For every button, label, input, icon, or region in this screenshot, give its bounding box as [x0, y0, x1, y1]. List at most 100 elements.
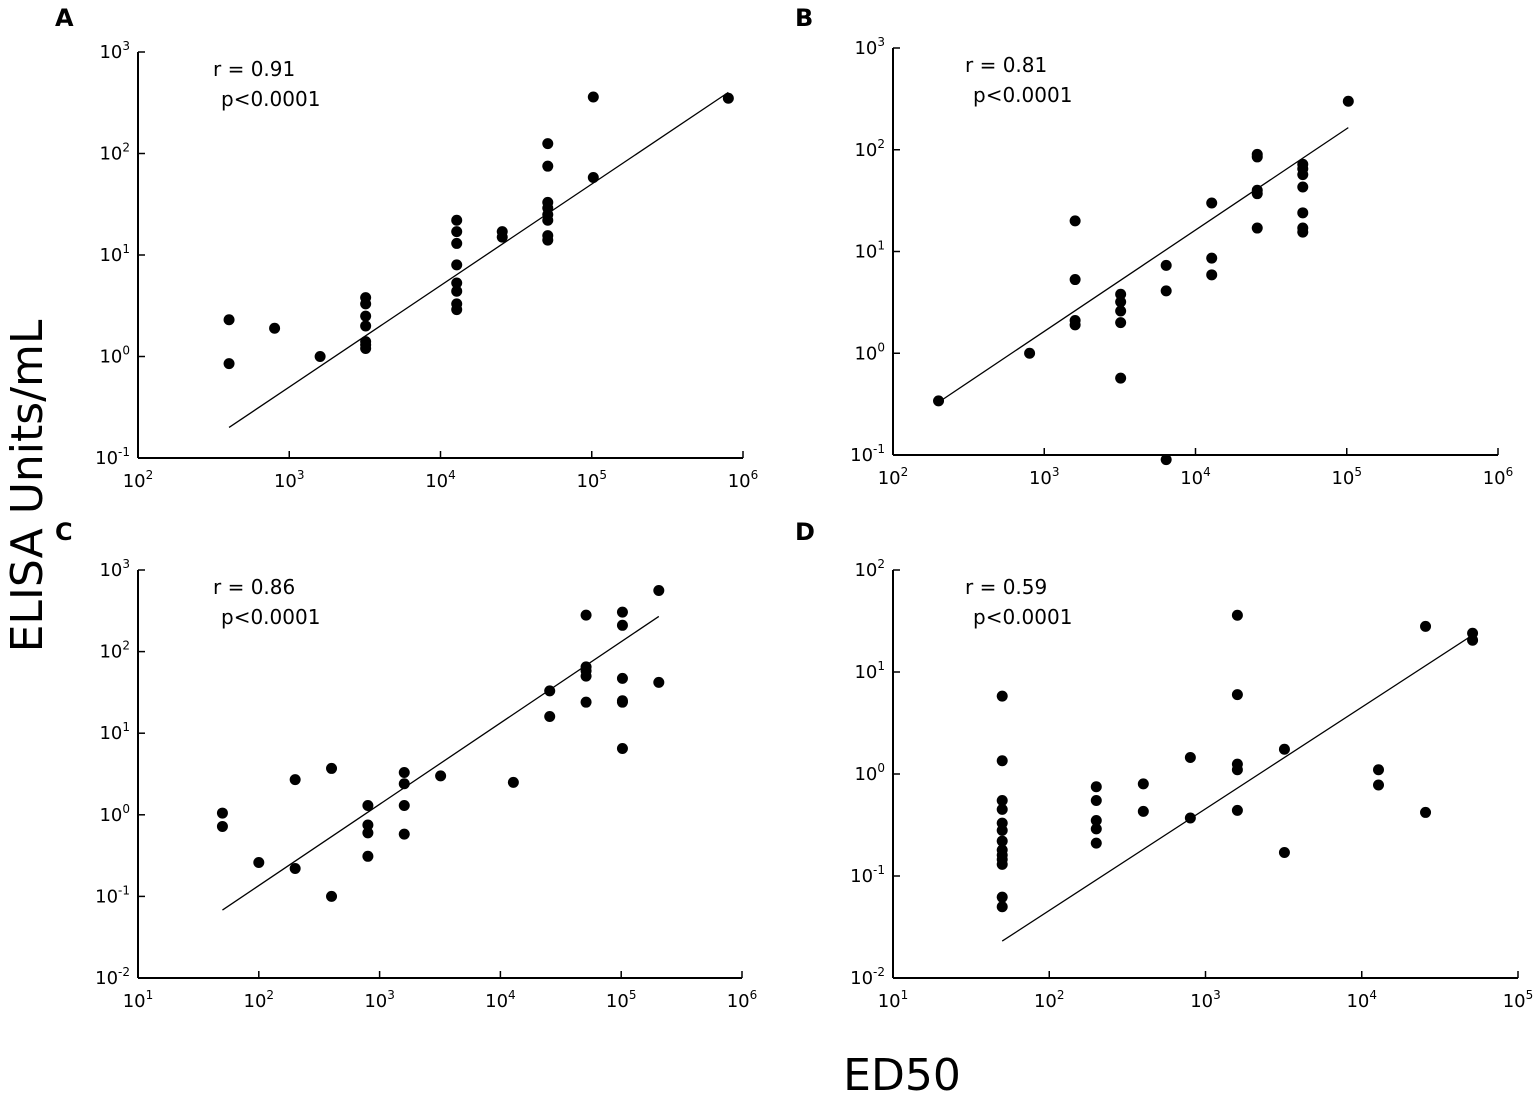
panel-b-regression-line [938, 127, 1349, 403]
panel-c-data-point [580, 696, 592, 708]
panel-b-data-point [1069, 274, 1081, 286]
panel-c-data-point [616, 742, 628, 754]
panel-d-data-point [1231, 609, 1243, 621]
panel-c-data-point [216, 820, 228, 832]
panel-c-data-point [398, 778, 410, 790]
panel-a-data-point [542, 214, 554, 226]
panel-a-y-tick-label: 10-1 [95, 445, 130, 469]
panel-c-y-tick-label: 103 [99, 557, 130, 581]
panel-c-x-tick-label: 102 [244, 988, 275, 1012]
panel-d-data-point [1090, 794, 1102, 806]
panel-b-data-point [1342, 95, 1354, 107]
panel-d-data-point [1090, 823, 1102, 835]
panel-d-data-point [996, 690, 1008, 702]
panel-d-data-point [1184, 812, 1196, 824]
panel-a-data-point [360, 320, 372, 332]
panel-d-y-tick-label: 10-1 [850, 863, 885, 887]
panel-b-x-tick-label: 104 [1180, 465, 1211, 489]
panel-a-data-point [451, 237, 463, 249]
panel-b-data-point [1251, 188, 1263, 200]
panel-c-data-point [362, 800, 374, 812]
panel-b-x-tick-label: 105 [1331, 465, 1362, 489]
panel-a-x-tick-label: 106 [728, 468, 759, 492]
panel-a-letter: A [55, 4, 74, 32]
panel-d-data-point [996, 901, 1008, 913]
panel-c-data-point [544, 685, 556, 697]
panel-c-x-tick-label: 105 [606, 988, 637, 1012]
panel-a-data-point [542, 160, 554, 172]
panel-a-y-tick-label: 102 [99, 141, 130, 165]
panel-d-data-point [1278, 743, 1290, 755]
panel-b-data-point [1115, 288, 1127, 300]
panel-c-data-point [398, 766, 410, 778]
panel-d-data-point [996, 803, 1008, 815]
panel-b-y-tick-label: 101 [854, 239, 885, 263]
panel-d-data-point [996, 755, 1008, 767]
panel-b-data-point [1297, 169, 1309, 181]
panel-c-data-point [289, 862, 301, 874]
panel-b-data-point [1206, 269, 1218, 281]
panel-d-regression-line [1001, 634, 1473, 942]
panel-a-p-value: p<0.0001 [221, 87, 320, 111]
panel-a-x-tick-label: 104 [425, 468, 456, 492]
panel-a-x-tick-label: 102 [123, 468, 154, 492]
panel-d-x-tick-label: 104 [1346, 988, 1377, 1012]
panel-d-data-point [1373, 764, 1385, 776]
panel-c-p-value: p<0.0001 [221, 605, 320, 629]
panel-a-data-point [223, 314, 235, 326]
panel-b-letter: B [795, 4, 813, 32]
panel-c-y-tick-label: 10-1 [95, 883, 130, 907]
panel-c-data-point [253, 857, 265, 869]
panel-c-data-point [653, 676, 665, 688]
panel-b-data-point [1251, 222, 1263, 234]
panel-d-data-point [996, 794, 1008, 806]
panel-a-data-point [314, 351, 326, 362]
panel-b-data-point [1160, 259, 1172, 271]
panel-a-data-point [360, 342, 372, 354]
panel-c-data-point [398, 828, 410, 840]
panel-b-r-value: r = 0.81 [965, 53, 1047, 77]
panel-a-data-point [451, 259, 463, 271]
panel-b-data-point [1069, 215, 1081, 227]
panel-c-data-point [616, 696, 628, 708]
panel-a-data-point [269, 322, 281, 334]
panel-a-data-point [587, 172, 599, 184]
panel-c-data-point [616, 672, 628, 684]
panel-d-r-value: r = 0.59 [965, 575, 1047, 599]
panel-c-data-point [580, 609, 592, 621]
panel-d-x-tick-label: 101 [878, 988, 909, 1012]
panel-d-x-tick-label: 102 [1034, 988, 1065, 1012]
panel-b-data-point [1115, 305, 1127, 317]
panel-b-data-point [1251, 151, 1263, 163]
panel-b-y-tick-label: 103 [854, 35, 885, 59]
panel-c-data-point [362, 850, 374, 862]
panel-d-data-point [1467, 634, 1479, 646]
panel-a-r-value: r = 0.91 [213, 57, 295, 81]
panel-d-data-point [1090, 781, 1102, 793]
panel-b-data-point [1160, 454, 1172, 466]
panel-a-data-point [542, 138, 554, 150]
panel-b-data-point [1160, 285, 1172, 297]
panel-a-data-point [542, 234, 554, 246]
panel-b-p-value: p<0.0001 [973, 83, 1072, 107]
panel-c-x-tick-label: 106 [727, 988, 758, 1012]
panel-c-y-tick-label: 100 [99, 802, 130, 826]
panel-c-data-point [580, 670, 592, 682]
panel-a: A 102 103 104 105 106 10-1 100 101 102 103 r = 0.91… [55, 4, 758, 492]
panel-d-y-tick-label: 100 [854, 761, 885, 785]
panel-b-y-tick-label: 100 [854, 340, 885, 364]
panel-d-y-tick-label: 101 [854, 659, 885, 683]
panel-a-data-point [451, 304, 463, 316]
panel-c-data-point [398, 800, 410, 812]
panel-c-y-tick-label: 102 [99, 639, 130, 663]
panel-d-data-point [1231, 804, 1243, 816]
panel-c-data-point [616, 619, 628, 631]
panel-b-data-point [1069, 319, 1081, 331]
panel-b-data-point [1115, 372, 1127, 384]
panel-c-y-tick-label: 101 [99, 720, 130, 744]
panel-d-letter: D [795, 518, 815, 546]
panel-a-y-tick-label: 103 [99, 39, 130, 63]
panel-c-y-tick-label: 10-2 [95, 965, 130, 989]
panel-d-p-value: p<0.0001 [973, 605, 1072, 629]
panel-a-regression-line [228, 91, 729, 428]
